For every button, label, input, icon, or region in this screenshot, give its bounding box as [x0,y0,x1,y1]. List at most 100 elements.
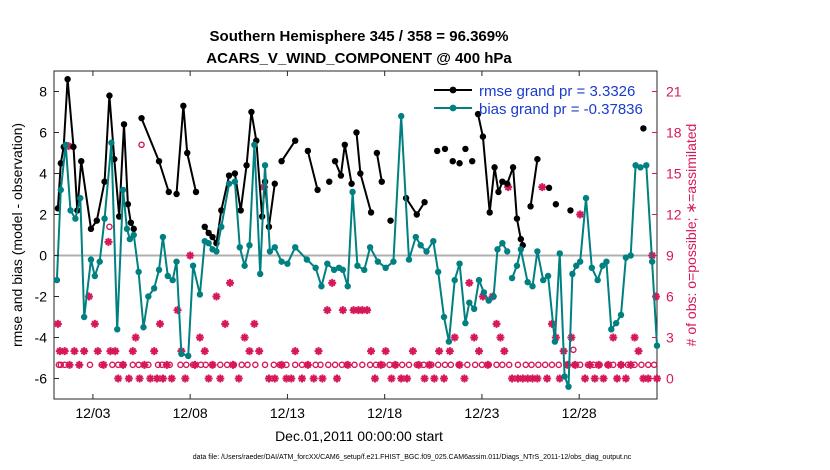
x-axis-label: Dec.01,2011 00:00:00 start [275,428,443,444]
bias-data-point [475,276,483,284]
obs-assimilated-marker [408,347,417,356]
rmse-data-point [486,209,493,216]
bias-data-point [608,326,615,333]
rmse-data-point [271,180,278,187]
obs-assimilated-marker [376,360,385,369]
bias-data-point [292,244,299,251]
rmse-data-point [640,125,647,132]
obs-possible-marker [535,361,542,369]
rmse-data-point [433,147,441,155]
obs-assimilated-marker [131,333,140,342]
bias-data-point [169,276,176,284]
series-lines-layer [53,76,661,390]
rmse-data-point [218,207,225,214]
obs-assimilated-marker [343,360,352,369]
obs-assimilated-marker [111,347,120,356]
obs-assimilated-marker [64,142,73,151]
bias-data-point [114,326,121,333]
rmse-data-point [378,178,385,185]
bias-data-point [390,258,397,265]
obs-assimilated-marker [576,210,585,219]
rmse-data-point [173,190,180,198]
bias-data-point [164,272,171,280]
rmse-data-point [527,203,534,210]
y-left-tick-label: -6 [35,371,48,387]
bias-data-point [303,256,311,263]
bias-data-point [87,256,95,263]
y-left-tick-label: -4 [35,330,48,346]
bias-data-point [57,186,65,194]
obs-possible-marker [57,361,65,369]
obs-assimilated-marker [639,374,648,383]
obs-assimilated-marker [567,333,576,342]
rmse-data-point [491,164,498,171]
obs-assimilated-marker [181,374,190,383]
obs-assimilated-marker [563,360,572,369]
y-right-tick-label: 21 [666,84,682,100]
obs-assimilated-marker [391,360,400,369]
obs-assimilated-marker [162,360,171,369]
obs-possible-marker [202,361,210,369]
obs-possible-marker [331,361,339,369]
rmse-data-point [278,158,285,165]
obs-possible-marker [555,361,563,369]
obs-assimilated-marker [626,360,635,369]
obs-assimilated-marker [387,374,396,383]
obs-assimilated-marker [425,360,434,369]
bias-data-point [173,258,180,265]
rmse-data-point [78,158,85,165]
rmse-data-point [387,217,394,224]
obs-possible-marker [541,361,549,369]
y-left-tick-label: 4 [39,166,47,182]
data-file-footer: data file: /Users/raeder/DAI/ATM_forcXX/… [193,454,632,461]
rmse-data-point [373,149,381,157]
bias-data-point [588,264,596,271]
obs-assimilated-marker [358,306,367,315]
rmse-data-point [504,180,511,187]
y-left-tick-label: 2 [39,207,47,223]
rmse-data-point [138,114,145,122]
bias-data-point [653,342,661,349]
obs-assimilated-marker [460,374,469,383]
obs-possible-marker [154,361,162,369]
obs-assimilated-marker [465,278,474,287]
bias-data-point [440,313,448,321]
bias-data-point [499,240,506,247]
obs-assimilated-marker [104,237,113,246]
rmse-data-point [225,172,233,179]
obs-assimilated-marker [277,360,286,369]
y-right-tick-label: 15 [666,166,682,182]
obs-possible-marker [217,361,224,369]
rmse-data-point [517,235,525,243]
obs-assimilated-marker [370,374,379,383]
obs-assimilated-marker [397,374,406,383]
obs-possible-marker [359,361,366,369]
rmse-data-point [64,76,71,83]
obs-assimilated-marker [475,347,484,356]
rmse-data-point [357,170,364,177]
obs-assimilated-marker [55,347,64,356]
obs-assimilated-marker [585,360,594,369]
bias-data-point [556,250,563,257]
obs-assimilated-marker [609,333,618,342]
obs-assimilated-marker [146,374,155,383]
bias-data-point [251,141,258,148]
y-left-tick-label: -2 [35,289,48,305]
obs-assimilated-marker [349,306,358,315]
bias-data-point [594,276,601,284]
obs-assimilated-marker [250,319,259,328]
bias-data-point [622,254,630,261]
obs-assimilated-marker [200,347,209,356]
bias-data-point [91,272,99,280]
bias-data-point [62,141,69,148]
obs-possible-marker [106,223,113,231]
legend-rmse-marker [449,86,457,94]
obs-assimilated-marker [599,374,608,383]
obs-assimilated-marker [513,374,522,383]
rmse-data-point [421,199,428,206]
rmse-data-point [545,184,553,192]
bias-data-point [582,194,590,202]
obs-assimilated-marker [208,360,217,369]
rmse-data-point [130,225,137,233]
bias-data-point [218,223,225,230]
